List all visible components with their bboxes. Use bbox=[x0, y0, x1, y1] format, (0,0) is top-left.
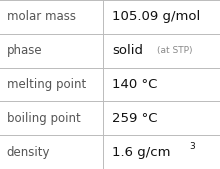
Text: molar mass: molar mass bbox=[7, 10, 76, 23]
Text: melting point: melting point bbox=[7, 78, 86, 91]
Text: phase: phase bbox=[7, 44, 42, 57]
Text: density: density bbox=[7, 146, 50, 159]
Text: 259 °C: 259 °C bbox=[112, 112, 158, 125]
Text: 140 °C: 140 °C bbox=[112, 78, 158, 91]
Text: solid: solid bbox=[112, 44, 143, 57]
Text: 105.09 g/mol: 105.09 g/mol bbox=[112, 10, 200, 23]
Text: (at STP): (at STP) bbox=[157, 46, 192, 55]
Text: 3: 3 bbox=[189, 142, 194, 151]
Text: 1.6 g/cm: 1.6 g/cm bbox=[112, 146, 171, 159]
Text: boiling point: boiling point bbox=[7, 112, 80, 125]
